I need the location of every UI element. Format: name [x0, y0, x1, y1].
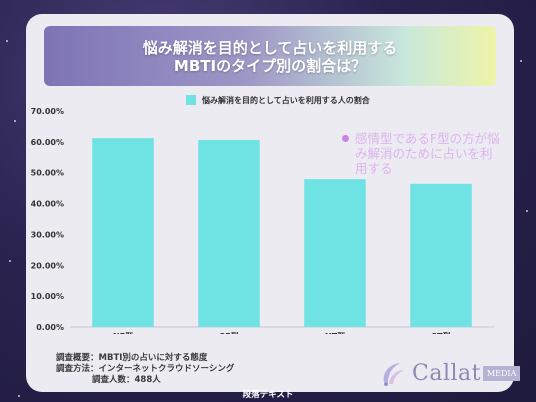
bar-nt型 — [304, 179, 366, 327]
y-tick-label: 70.00% — [31, 107, 64, 116]
x-tick-label: NT型 — [325, 331, 345, 334]
annotation-text: 感情型であるF型の方が悩み解消のために占いを利用する — [355, 131, 500, 176]
chart-title-line1: 悩み解消を目的として占いを利用する — [142, 39, 398, 57]
logo-wordmark: Callat — [412, 360, 481, 386]
callat-logo-icon — [383, 363, 404, 386]
x-tick-label: NF型 — [113, 331, 133, 334]
survey-info: 調査概要：MBTI別の占いに対する態度 調査方法：インターネットクラウドソーシン… — [56, 353, 234, 386]
y-tick-label: 60.00% — [31, 138, 64, 147]
bar-nf型 — [92, 138, 154, 327]
bar-chart: 0.00% 10.00% 20.00% 30.00% 40.00% 50.00% 60.00… — [31, 107, 494, 334]
chart-title-line2: MBTIのタイプ別の割合は？ — [173, 57, 367, 75]
logo-media-badge: MEDIA — [482, 365, 521, 381]
annotation-bullet-icon — [342, 135, 349, 142]
y-tick-label: 50.00% — [31, 169, 64, 178]
survey-summary: 調査概要：MBTI別の占いに対する態度 — [56, 353, 208, 363]
bar-st型 — [410, 183, 472, 327]
y-tick-label: 30.00% — [31, 230, 64, 239]
chart-annotation: 感情型であるF型の方が悩み解消のために占いを利用する — [342, 131, 502, 176]
footer-text: 段落テキスト — [242, 390, 294, 400]
y-tick-label: 20.00% — [31, 261, 64, 270]
x-tick-label: ST型 — [431, 331, 450, 334]
chart-legend: 悩み解消を目的として占いを利用する人の割合 — [186, 94, 370, 106]
bar-sf型 — [198, 140, 260, 327]
survey-method: 調査方法：インターネットクラウドソーシング — [56, 364, 235, 374]
survey-count: 調査人数：488人 — [92, 375, 161, 385]
y-tick-label: 0.00% — [36, 323, 64, 332]
chart-card: 悩み解消を目的として占いを利用する MBTIのタイプ別の割合は？ 悩み解消を目的… — [26, 14, 521, 392]
legend-swatch — [186, 95, 196, 105]
title-banner: 悩み解消を目的として占いを利用する MBTIのタイプ別の割合は？ — [44, 26, 496, 86]
callat-media-logo: Callat MEDIA — [378, 358, 521, 388]
legend-label: 悩み解消を目的として占いを利用する人の割合 — [202, 95, 370, 105]
y-tick-label: 10.00% — [31, 292, 64, 301]
x-tick-label: SF型 — [219, 331, 238, 334]
y-tick-label: 40.00% — [31, 200, 64, 209]
